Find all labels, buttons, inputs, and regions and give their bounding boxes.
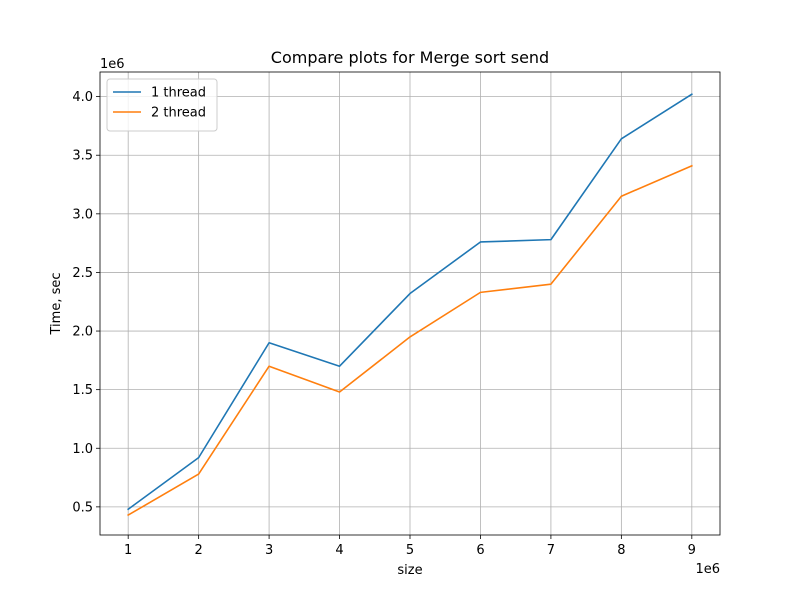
series-line-1 — [127, 93, 693, 511]
ticks: 1 2 3 4 5 6 7 8 9 0.5 1.0 1.5 2.0 2.5 3.0 3.5 4.0 — [72, 90, 696, 558]
x-tick-label: 4 — [335, 543, 343, 558]
y-tick-label: 3.0 — [72, 207, 93, 222]
grid — [100, 72, 720, 535]
x-tick-label: 1 — [124, 543, 132, 558]
x-tick-label: 8 — [617, 543, 625, 558]
x-tick-label: 6 — [476, 543, 484, 558]
y-tick-label: 2.0 — [72, 325, 93, 340]
legend: 1 thread 2 thread — [106, 78, 218, 132]
series-line-2 — [127, 164, 693, 517]
y-axis-label: Time, sec — [49, 273, 64, 336]
x-axis-label: size — [397, 563, 422, 578]
x-tick-label: 5 — [406, 543, 414, 558]
x-axis-offset-label: 1e6 — [695, 562, 720, 577]
y-tick-label: 2.5 — [72, 266, 93, 281]
y-tick-label: 0.5 — [72, 500, 93, 515]
x-tick-label: 7 — [547, 543, 555, 558]
chart-title: Compare plots for Merge sort send — [271, 48, 549, 67]
x-tick-label: 9 — [688, 543, 696, 558]
x-tick-label: 3 — [265, 543, 273, 558]
y-tick-label: 4.0 — [72, 90, 93, 105]
x-tick-label: 2 — [194, 543, 202, 558]
y-axis-offset-label: 1e6 — [100, 57, 125, 72]
series-layer — [127, 93, 693, 517]
y-tick-label: 1.5 — [72, 383, 93, 398]
y-tick-label: 3.5 — [72, 149, 93, 164]
y-tick-label: 1.0 — [72, 442, 93, 457]
legend-label: 2 thread — [151, 106, 206, 121]
legend-label: 1 thread — [151, 86, 206, 101]
